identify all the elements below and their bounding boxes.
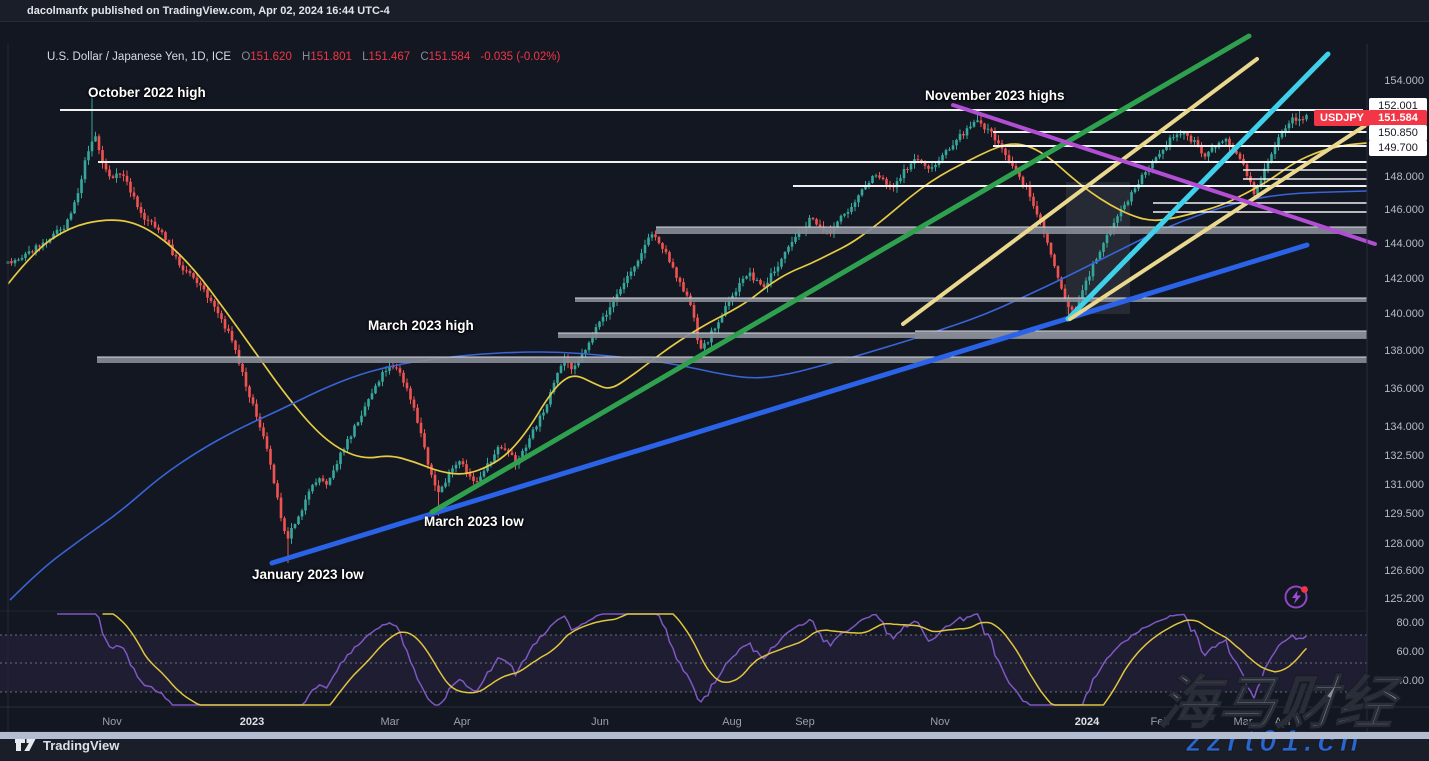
november-highs-trendline[interactable]	[951, 103, 1377, 246]
tradingview-logo-icon	[15, 739, 36, 751]
lightning-icon[interactable]	[1283, 583, 1311, 611]
symbol-title[interactable]: U.S. Dollar / Japanese Yen, 1D, ICE	[47, 51, 232, 63]
january-low-trendline[interactable]	[269, 242, 1310, 566]
rsi-ma-line[interactable]	[102, 613, 1308, 706]
blue-ma[interactable]	[9, 190, 1368, 601]
tradingview-brand: TradingView	[43, 737, 120, 753]
support-resistance-band[interactable]	[575, 298, 1367, 302]
support-resistance-band[interactable]	[656, 227, 1367, 234]
low-value: 151.467	[368, 51, 411, 63]
highlight-zone	[1066, 182, 1130, 314]
notification-dot	[1301, 586, 1308, 593]
change-value: -0.035 (-0.02%)	[480, 51, 561, 63]
chart-panel: 154.000 148.000 146.000 144.000 142.000 140.0…	[0, 22, 1429, 759]
high-value: 151.801	[310, 51, 352, 63]
attribution-bar: dacolmanfx published on TradingView.com,…	[0, 0, 1429, 22]
bottom-strip	[0, 732, 1429, 739]
high-label: H	[302, 51, 311, 63]
symbol-header[interactable]: U.S. Dollar / Japanese Yen, 1D, ICE O151…	[47, 51, 560, 67]
march-low-trendline[interactable]	[429, 33, 1252, 515]
price-chart[interactable]	[0, 22, 1429, 761]
support-resistance-band[interactable]	[97, 357, 1367, 363]
watermark-url: zzrt01.cn	[1186, 723, 1364, 759]
low-label: L	[362, 51, 369, 63]
close-label: C	[420, 51, 429, 63]
support-resistance-band[interactable]	[915, 331, 1367, 339]
open-label: O	[241, 51, 251, 63]
channel-upper[interactable]	[901, 57, 1259, 326]
rsi-band	[0, 635, 1367, 692]
yellow-ma[interactable]	[7, 142, 1368, 475]
close-value: 151.584	[428, 51, 471, 63]
candles	[6, 96, 1308, 563]
open-value: 151.620	[250, 51, 292, 63]
channel-lower[interactable]	[1068, 123, 1368, 321]
attribution-text: dacolmanfx published on TradingView.com,…	[27, 5, 390, 17]
